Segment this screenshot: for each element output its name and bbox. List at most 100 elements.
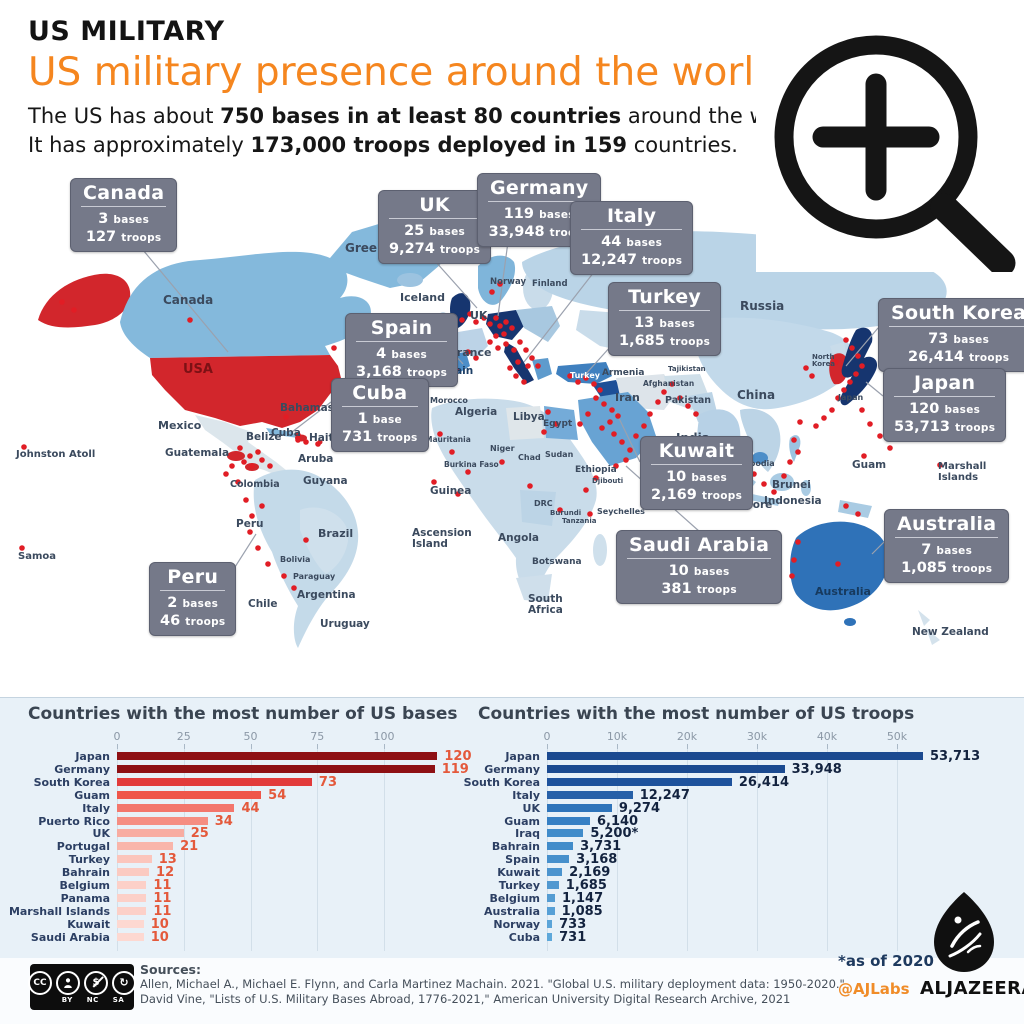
callout-bases: 1 base [357,411,402,427]
base-dot [489,289,495,295]
bar-italy [117,803,235,812]
creative-commons-badge[interactable]: CC $ ↻ BY NC SA [28,964,136,1010]
sources-block: Sources: Allen, Michael A., Michael E. F… [140,962,845,1007]
base-dot [609,407,615,413]
gridline [250,746,252,951]
bar-guam [117,790,262,799]
map-country-label: Tanzania [562,517,597,525]
bar-label: Bahrain [491,840,540,854]
bar-saudi-arabia [117,932,144,941]
base-dot [465,469,471,475]
callout-south-korea: South Korea 73 bases 26,414 troops [878,298,1024,372]
base-dot [795,539,801,545]
base-dot [623,457,629,463]
map-country-label: Bolivia [280,555,311,564]
base-dot [841,387,847,393]
bar-label: Spain [505,853,540,867]
bar-bahrain [117,868,150,877]
map-country-label: Morocco [430,396,468,405]
bar-value: 6,140 [596,813,639,829]
base-dot [255,545,261,551]
callout-canada: Canada 3 bases 127 troops [70,178,178,252]
callout-bases: 2 bases [167,595,219,611]
bar-label: Marshall Islands [8,904,110,918]
base-dot [517,339,523,345]
cc-by-icon [56,970,80,995]
callout-bases: 4 bases [376,346,428,362]
callout-country: Australia [895,513,999,538]
base-dot [633,433,639,439]
base-dot [557,507,563,513]
base-dot [685,403,691,409]
callout-country: Cuba [342,382,418,407]
callout-peru: Peru 2 bases 46 troops [149,562,237,636]
base-dot [855,511,861,517]
base-dot [59,299,65,305]
base-dot [835,395,841,401]
base-dot [813,423,819,429]
bar-belgium [547,893,556,902]
map-country-label: Aruba [298,453,334,465]
base-dot [593,395,599,401]
base-dot [281,573,287,579]
tick-label: 0 [113,730,121,743]
callout-country: South Korea [889,302,1024,327]
bar-value: 54 [268,787,287,803]
callout-italy: Italy 44 bases 12,247 troops [570,201,694,275]
bar-value: 34 [214,813,233,829]
map-country-label: Chile [248,598,278,610]
base-dot [607,419,613,425]
page-title: US military presence around the world [28,50,779,95]
bar-label: Cuba [508,930,540,944]
base-dot [661,389,667,395]
callout-bases: 44 bases [601,234,663,250]
ajlabs-handle[interactable]: @AJLabs [838,980,910,998]
tick-mark [317,744,319,749]
tick-label: 100 [373,730,395,743]
cc-icon: CC [28,970,52,995]
bar-value: 13 [158,852,177,868]
base-dot [303,537,309,543]
tick-label: 40k [816,730,838,743]
bar-value: 26,414 [738,774,790,790]
base-dot [575,379,581,385]
bar-label: Australia [484,904,540,918]
map-country-label: Djibouti [592,477,624,485]
bar-label: Iraq [515,827,540,841]
base-dot [21,444,27,450]
bar-value: 1,085 [561,903,603,919]
bar-kuwait [117,919,144,928]
bar-label: Belgium [489,891,540,905]
bar-bahrain [547,842,574,851]
tick-mark [183,744,185,749]
bar-value: 733 [559,916,587,932]
map-country-label: Guatemala [165,447,230,459]
callout-bases: 25 bases [404,223,466,239]
base-dot [467,311,473,317]
cc-sa-label: SA [112,995,125,1004]
base-dot [265,561,271,567]
base-dot [431,479,437,485]
callout-troops: 1,085 troops [901,560,993,576]
callout-kuwait: Kuwait 10 bases 2,169 troops [640,436,754,510]
callout-troops: 3,168 troops [356,364,448,380]
bar-label: Germany [484,762,540,776]
map-country-label: Turkey [570,371,600,380]
base-dot [803,365,809,371]
callout-troops: 127 troops [85,229,162,245]
base-dot [615,413,621,419]
bar-value: 11 [153,878,172,893]
map-country-label: Algeria [455,406,498,418]
tick-label: 10k [606,730,628,743]
base-dot [495,345,501,351]
zoom-in-icon[interactable] [756,0,1024,277]
bar-label: Belgium [59,879,110,892]
map-country-label: Australia [815,585,871,598]
map-country-label: Guam [852,459,887,471]
base-dot [513,373,519,379]
zoom-overlay [756,0,1024,277]
bar-label: UK [92,827,110,841]
base-dot [243,497,249,503]
map-country-label: Johnston Atoll [16,449,96,460]
base-dot [877,433,883,439]
